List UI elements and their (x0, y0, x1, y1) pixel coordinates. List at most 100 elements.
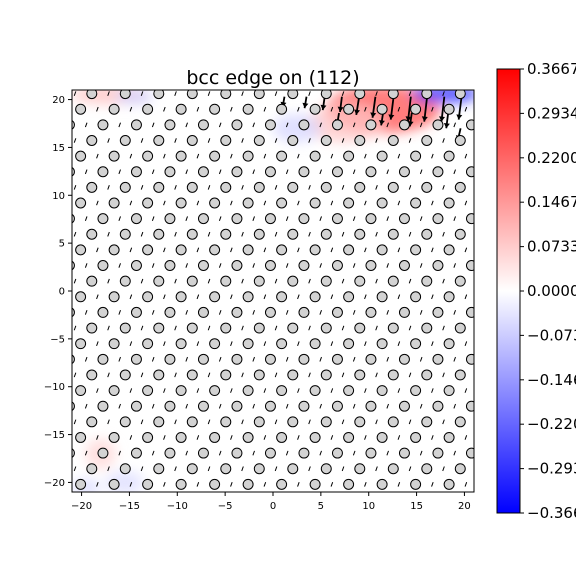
atom (86, 228, 98, 240)
displacement-tick (107, 325, 110, 331)
displacement-tick (140, 138, 144, 143)
atom (343, 338, 355, 350)
displacement-tick (330, 247, 334, 253)
atom (164, 119, 176, 131)
atom (253, 275, 265, 287)
atom (75, 197, 87, 209)
displacement-tick (319, 356, 322, 362)
displacement-tick (319, 122, 322, 128)
atom (465, 353, 474, 365)
displacement-tick (129, 200, 133, 206)
displacement-tick (375, 372, 378, 378)
atom (320, 463, 332, 475)
y-tick-label: −5 (50, 334, 65, 345)
displacement-tick (174, 138, 177, 143)
atom (443, 197, 455, 209)
displacement-tick (285, 169, 289, 175)
atom (276, 197, 288, 209)
arrow-head (456, 114, 463, 120)
atom (253, 181, 265, 193)
atom (42, 104, 52, 114)
displacement-tick (218, 122, 222, 128)
atom (119, 322, 131, 334)
atom (287, 228, 299, 240)
displacement-tick (96, 341, 99, 347)
displacement-tick (263, 481, 267, 487)
atom (209, 291, 221, 303)
atom (376, 478, 388, 490)
displacement-tick (230, 481, 233, 487)
displacement-tick (364, 341, 367, 347)
x-tick-label: 5 (318, 501, 324, 512)
atom (432, 353, 444, 365)
displacement-tick (364, 294, 367, 300)
displacement-tick (73, 278, 77, 284)
displacement-tick (196, 247, 200, 253)
displacement-tick (476, 232, 478, 236)
atom (197, 400, 209, 412)
atom (175, 478, 187, 490)
atom (443, 431, 455, 443)
atom (75, 338, 87, 350)
displacement-tick (408, 466, 412, 472)
displacement-tick (464, 247, 468, 253)
displacement-tick (230, 153, 233, 159)
displacement-tick (241, 278, 244, 284)
atom (276, 244, 288, 256)
atom (443, 385, 455, 397)
displacement-tick (464, 341, 468, 347)
x-tick-label: −5 (218, 501, 233, 512)
atom (220, 275, 232, 287)
atom (343, 385, 355, 397)
atom (142, 431, 154, 443)
displacement-tick (397, 153, 401, 159)
displacement-tick (364, 388, 367, 393)
displacement-tick (464, 200, 468, 206)
displacement-tick (408, 138, 412, 143)
displacement-tick (196, 481, 200, 487)
displacement-tick (196, 388, 200, 393)
atom (432, 306, 444, 318)
atom (365, 260, 377, 271)
displacement-tick (408, 91, 412, 96)
atom (264, 260, 276, 271)
atom (398, 166, 410, 178)
atom (343, 103, 355, 115)
atom (331, 119, 343, 131)
atom (478, 151, 488, 161)
atom (309, 338, 321, 350)
displacement-tick (118, 450, 121, 456)
displacement-tick (308, 278, 311, 284)
atom (354, 135, 366, 146)
atom (432, 213, 444, 225)
atom (153, 369, 165, 381)
atom (454, 369, 466, 381)
displacement-tick (297, 153, 300, 159)
atom (242, 150, 254, 162)
atom (130, 400, 142, 412)
displacement-tick (218, 169, 222, 175)
atom (175, 244, 187, 256)
displacement-tick (431, 481, 434, 487)
displacement-tick (487, 404, 489, 408)
displacement-tick (196, 435, 200, 440)
displacement-tick (408, 372, 412, 378)
atom (72, 448, 75, 458)
displacement-tick (274, 372, 278, 378)
displacement-tick (185, 310, 188, 315)
atom (253, 322, 265, 334)
displacement-tick (96, 247, 99, 253)
displacement-tick (218, 310, 222, 315)
displacement-tick (230, 106, 233, 112)
displacement-tick (151, 216, 155, 222)
atom (298, 447, 310, 459)
displacement-tick (397, 481, 401, 487)
displacement-tick (207, 91, 211, 96)
displacement-tick (297, 435, 300, 440)
displacement-tick (196, 200, 200, 206)
atom (410, 150, 422, 162)
atom (287, 369, 299, 381)
atom (421, 90, 433, 100)
displacement-tick (419, 403, 423, 409)
displacement-tick (285, 216, 289, 222)
